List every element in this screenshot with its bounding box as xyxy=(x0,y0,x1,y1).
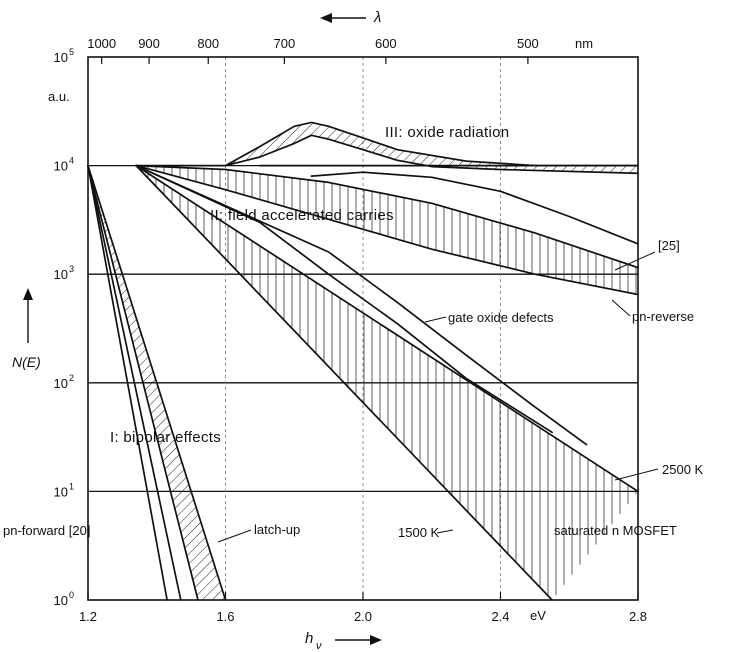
y-tick-exponent: 4 xyxy=(69,156,74,166)
1500k-leader xyxy=(436,529,454,534)
series-line-2 xyxy=(87,164,199,601)
y-axis-arrow xyxy=(23,288,33,343)
mosfet-hatch xyxy=(136,165,638,600)
y-tick-label: 10 xyxy=(54,484,68,499)
y-tick-exponent: 2 xyxy=(69,373,74,383)
series-line-1 xyxy=(87,164,182,601)
top-tick-label: 700 xyxy=(273,36,295,51)
series-line-10 xyxy=(135,164,553,434)
y-tick-label: 10 xyxy=(54,50,68,65)
saturated-mosfet-label: saturated n MOSFET xyxy=(554,523,677,538)
region-label-field-accelerated: II: field accelerated carries xyxy=(210,207,394,224)
2500k-leader xyxy=(614,468,659,481)
pn-reverse-label: pn-reverse xyxy=(632,309,694,324)
lambda-arrow xyxy=(320,13,366,23)
latch-up-leader xyxy=(217,529,252,543)
x-tick-label: 2.8 xyxy=(629,609,647,624)
y-axis-label: N(E) xyxy=(12,354,41,370)
x-tick-label: 1.2 xyxy=(79,609,97,624)
series-line-13 xyxy=(135,164,553,601)
y-tick-label: 10 xyxy=(54,267,68,282)
series-line-11 xyxy=(135,164,588,446)
latch-up-label: latch-up xyxy=(254,522,300,537)
x-tick-label: 2.4 xyxy=(491,609,509,624)
pn-reverse-hatch xyxy=(136,165,638,295)
x-axis-label: h xyxy=(305,630,313,647)
x-tick-label: 2.0 xyxy=(354,609,372,624)
top-tick-label: 1000 xyxy=(87,36,116,51)
region-label-oxide-radiation: III: oxide radiation xyxy=(385,124,509,141)
series-line-4 xyxy=(135,134,639,175)
top-tick-label: 500 xyxy=(517,36,539,51)
y-tick-label: 10 xyxy=(54,159,68,174)
y-tick-exponent: 0 xyxy=(69,590,74,600)
2500k-label: 2500 K xyxy=(662,462,704,477)
series-line-7 xyxy=(135,164,639,269)
y-tick-exponent: 1 xyxy=(69,481,74,491)
top-tick-label: 900 xyxy=(138,36,160,51)
gate-oxide-leader xyxy=(424,316,447,323)
y-tick-label: 10 xyxy=(54,376,68,391)
lambda-symbol: λ xyxy=(373,9,381,26)
y-tick-exponent: 5 xyxy=(69,47,74,57)
ref-25-label: [25] xyxy=(658,238,680,253)
ref-25-leader xyxy=(614,251,656,271)
series-line-3 xyxy=(87,164,227,601)
x-axis-arrow xyxy=(335,635,382,645)
x-axis-label-sub: ν xyxy=(316,640,322,652)
x-tick-label: 1.6 xyxy=(216,609,234,624)
top-tick-label: 600 xyxy=(375,36,397,51)
x-unit-ev: eV xyxy=(530,608,546,623)
series-line-0 xyxy=(87,164,168,601)
top-unit-nm: nm xyxy=(575,36,593,51)
region-label-bipolar-effects: I: bipolar effects xyxy=(110,429,221,446)
pn-reverse-leader xyxy=(611,299,631,317)
gate-oxide-defects-label: gate oxide defects xyxy=(448,310,554,325)
series-line-5 xyxy=(224,121,639,167)
y-unit-label: a.u. xyxy=(48,89,70,104)
series-line-12 xyxy=(135,164,639,493)
top-tick-label: 800 xyxy=(197,36,219,51)
series-line-9 xyxy=(135,164,639,296)
series-layer xyxy=(87,121,639,601)
1500k-label: 1500 K xyxy=(398,525,440,540)
oxide-radiation-hatch xyxy=(136,122,638,174)
pn-forward-label: pn-forward [20] xyxy=(3,523,90,538)
y-tick-exponent: 3 xyxy=(69,264,74,274)
y-tick-label: 10 xyxy=(54,593,68,608)
series-line-8 xyxy=(310,171,639,245)
